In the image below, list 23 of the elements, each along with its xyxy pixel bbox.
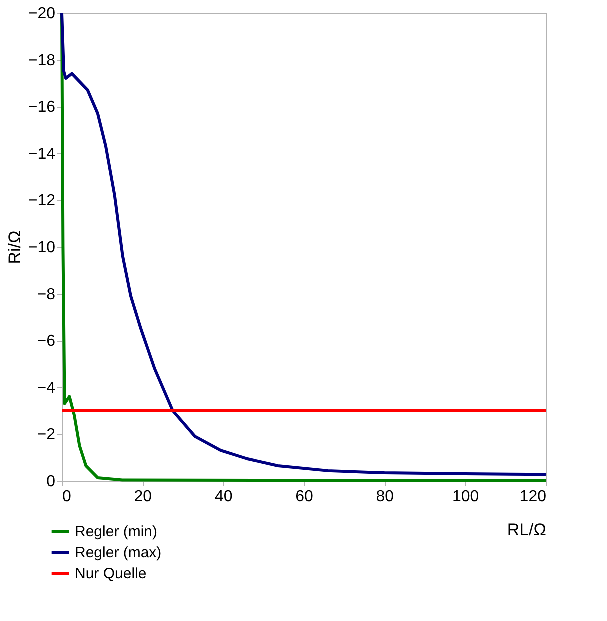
x-tick-label: 0: [62, 488, 72, 506]
y-tick-label: −14: [28, 146, 56, 163]
y-tick-label: −2: [37, 426, 56, 444]
legend-label: Nur Quelle: [75, 566, 147, 582]
x-tick-label: 120: [520, 488, 547, 506]
x-tick-label: 100: [452, 488, 480, 506]
y-tick-label: 0: [46, 474, 56, 490]
legend-label: Regler (max): [75, 544, 162, 562]
y-tick-label: −8: [37, 286, 56, 304]
y-tick-label: −10: [28, 240, 56, 256]
y-tick-label: −18: [28, 52, 56, 70]
x-axis-title: RL/Ω: [507, 520, 546, 540]
y-tick-label: −16: [28, 99, 56, 116]
y-tick-label: −20: [28, 6, 56, 22]
x-tick-label: 40: [214, 488, 233, 506]
x-tick-label: 20: [134, 488, 152, 506]
x-tick-label: 80: [376, 488, 394, 506]
y-tick-label: −4: [37, 380, 56, 397]
y-tick-label: −12: [28, 192, 56, 210]
legend-label: Regler (min): [75, 524, 158, 540]
x-tick-label: 60: [296, 488, 314, 506]
y-tick-label: −6: [37, 333, 56, 350]
y-axis-title: Ri/Ω: [5, 230, 24, 264]
